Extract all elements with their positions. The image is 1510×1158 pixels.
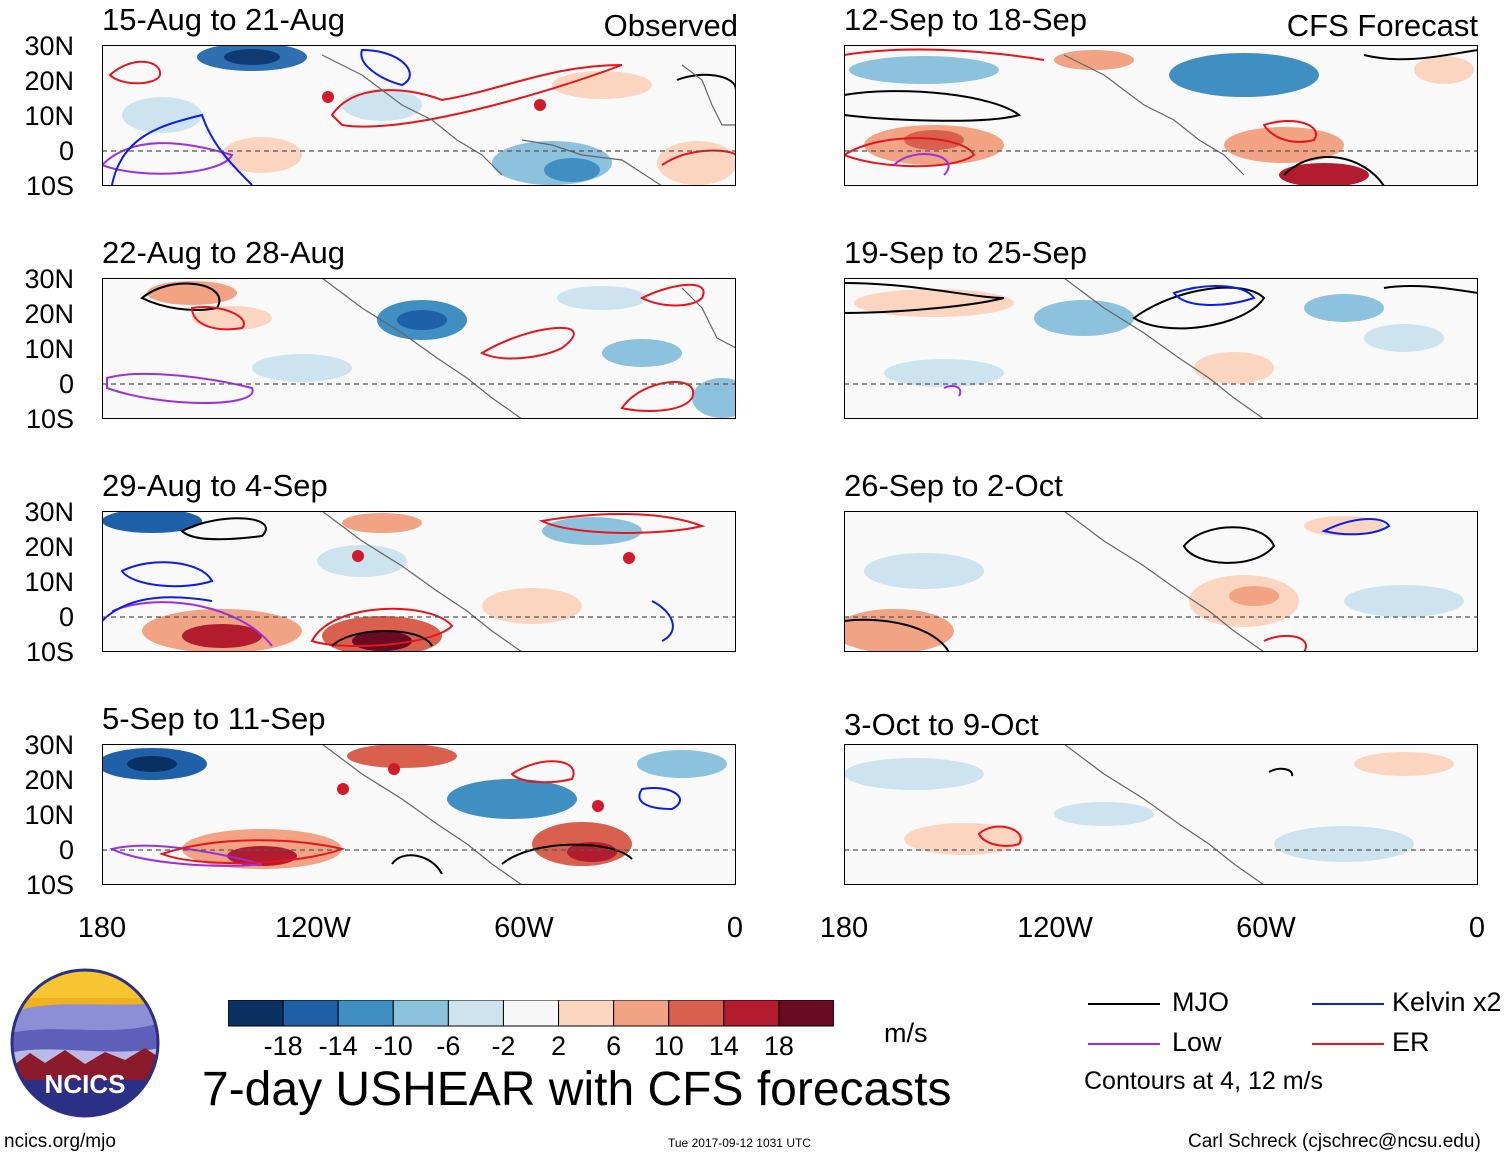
lat-label: 20N — [24, 765, 74, 795]
colorbar-unit: m/s — [884, 1018, 928, 1048]
lon-label: 0 — [1468, 912, 1486, 944]
colorbar-cell — [613, 1000, 670, 1027]
lat-label: 10N — [24, 800, 74, 830]
footer-url: ncics.org/mjo — [4, 1131, 116, 1152]
map-panel — [844, 744, 1478, 885]
lat-label: 10S — [25, 404, 74, 434]
footer-timestamp: Tue 2017-09-12 1031 UTC — [668, 1136, 811, 1150]
lat-label: 30N — [24, 730, 74, 760]
lat-label: 10S — [25, 171, 74, 201]
panel-title: 12-Sep to 18-Sep — [844, 2, 1088, 37]
colorbar-label: -14 — [318, 1031, 358, 1061]
colorbar-cell — [447, 1000, 504, 1027]
map-panel — [844, 45, 1478, 186]
lon-label: 120W — [275, 912, 351, 944]
legend-label-kelvin: Kelvin x2 — [1392, 987, 1502, 1017]
legend-swatch-kelvin — [1312, 1003, 1384, 1005]
panel-title: 19-Sep to 25-Sep — [844, 235, 1088, 270]
lat-label: 20N — [24, 532, 74, 562]
panel-tag: CFS Forecast — [1286, 8, 1478, 43]
colorbar-cell — [778, 1000, 834, 1027]
figure-title: 7-day USHEAR with CFS forecasts — [202, 1063, 952, 1116]
logo-text: NCICS — [45, 1069, 126, 1099]
lon-label: 180 — [77, 912, 127, 944]
colorbar-cell — [228, 1000, 284, 1027]
lat-label: 20N — [24, 299, 74, 329]
colorbar-label: 10 — [653, 1031, 684, 1061]
lat-label: 0 — [58, 136, 74, 166]
legend-swatch-mjo — [1088, 1003, 1160, 1005]
colorbar-cell — [392, 1000, 449, 1027]
panel-title: 22-Aug to 28-Aug — [102, 235, 346, 270]
colorbar-label: 6 — [606, 1031, 622, 1061]
panel-title: 29-Aug to 4-Sep — [102, 468, 328, 503]
lon-label: 60W — [494, 912, 554, 944]
map-panel — [102, 278, 736, 419]
lat-label: 0 — [58, 602, 74, 632]
legend-label-er: ER — [1392, 1027, 1430, 1057]
colorbar — [228, 1000, 834, 1027]
footer-author: Carl Schreck (cjschrec@ncsu.edu) — [1188, 1131, 1481, 1152]
lat-label: 30N — [24, 264, 74, 294]
map-panel — [844, 511, 1478, 652]
lat-label: 0 — [58, 369, 74, 399]
lat-label: 10N — [24, 567, 74, 597]
map-panel — [844, 278, 1478, 419]
colorbar-cell — [337, 1000, 394, 1027]
colorbar-cell — [723, 1000, 780, 1027]
legend-label-mjo: MJO — [1172, 987, 1229, 1017]
lon-label: 180 — [819, 912, 869, 944]
colorbar-label: -18 — [263, 1031, 303, 1061]
map-panel — [102, 511, 736, 652]
lat-label: 0 — [58, 835, 74, 865]
colorbar-cell — [502, 1000, 560, 1027]
colorbar-label: -2 — [491, 1031, 516, 1061]
panel-title: 3-Oct to 9-Oct — [844, 707, 1039, 742]
colorbar-cell — [282, 1000, 339, 1027]
panel-title: 26-Sep to 2-Oct — [844, 468, 1063, 503]
colorbar-label: 14 — [708, 1031, 739, 1061]
legend-label-low: Low — [1172, 1027, 1222, 1057]
panel-title: 5-Sep to 11-Sep — [102, 701, 326, 736]
lon-label: 120W — [1017, 912, 1093, 944]
legend-note: Contours at 4, 12 m/s — [1084, 1067, 1324, 1095]
lat-label: 30N — [24, 497, 74, 527]
lat-label: 20N — [24, 66, 74, 96]
colorbar-cell — [668, 1000, 725, 1027]
colorbar-cell — [558, 1000, 615, 1027]
map-panel — [102, 744, 736, 885]
lat-label: 10N — [24, 101, 74, 131]
colorbar-label: 2 — [551, 1031, 567, 1061]
lon-label: 0 — [726, 912, 744, 944]
lat-label: 30N — [24, 31, 74, 61]
colorbar-label: -10 — [373, 1031, 413, 1061]
colorbar-label: 18 — [763, 1031, 794, 1061]
colorbar-label: -6 — [436, 1031, 461, 1061]
panel-title: 15-Aug to 21-Aug — [102, 2, 346, 37]
lat-label: 10N — [24, 334, 74, 364]
panel-tag: Observed — [603, 8, 738, 43]
map-panel — [102, 45, 736, 186]
legend-swatch-low — [1088, 1043, 1160, 1045]
lat-label: 10S — [25, 870, 74, 900]
lon-label: 60W — [1236, 912, 1296, 944]
lat-label: 10S — [25, 637, 74, 667]
ncics-logo: NCICS — [10, 968, 160, 1118]
legend-swatch-er — [1312, 1043, 1384, 1045]
